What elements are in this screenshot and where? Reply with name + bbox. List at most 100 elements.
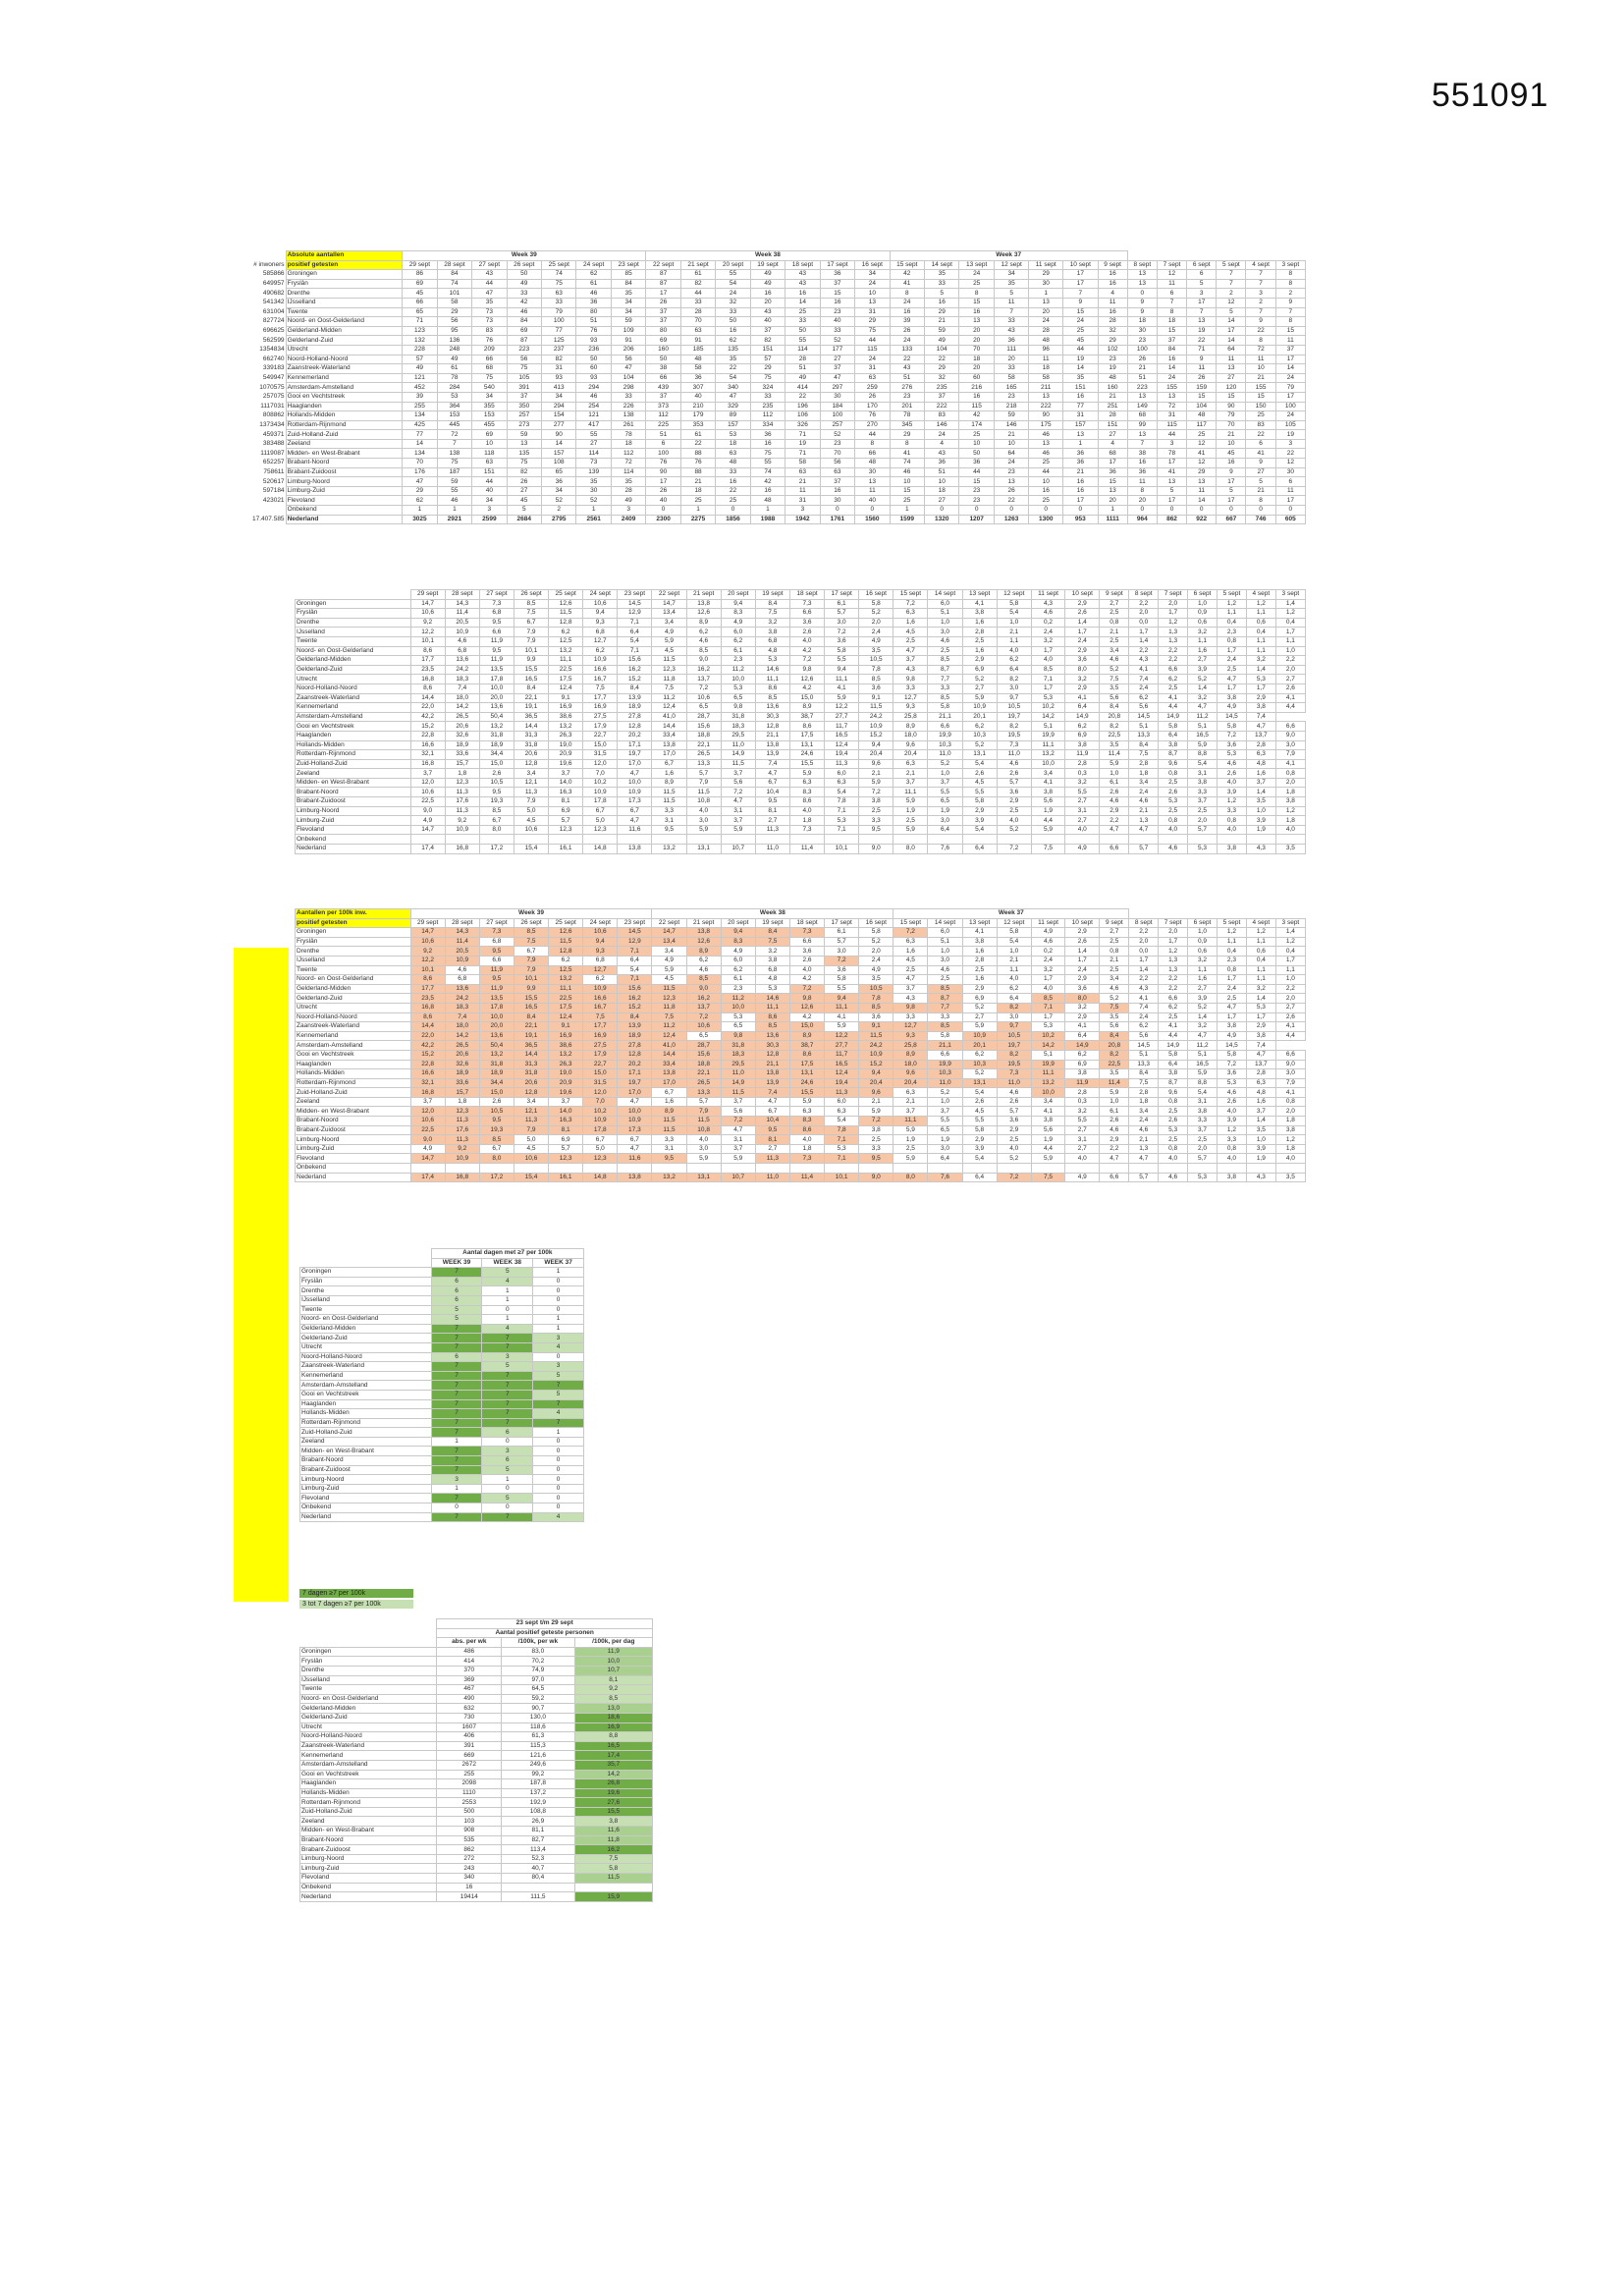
rate-cell: 9,5 [478,1116,514,1126]
count-cell: 59 [923,325,960,337]
day-header: 21 sept [685,917,722,929]
table-row: Flevoland 14,7 10,9 8,0 10,6 12,3 12,3 11,6 9,5 5… [295,824,1307,836]
day-header: 28 sept [444,589,480,600]
rate-cell: 19,6 [548,758,584,770]
region-name: Zeeland [295,1096,411,1108]
rate-cell: 4,7 [1187,702,1218,713]
rate-cell: 12,4 [651,1030,687,1042]
count-cell: 7 [1156,297,1188,308]
count-cell: 22 [993,495,1030,507]
count-cell: 15 [889,485,926,497]
rate-cell: 9,0 [1274,1059,1307,1070]
rate-per-100k-table-highlighted: Aantallen per 100k inw. Week 39 Week 38 Wee… [295,908,1307,1183]
rate-cell: 8,4 [754,927,790,938]
rate-cell [685,834,722,846]
rate-cell: 13,4 [651,608,687,619]
count-cell: 298 [610,382,647,393]
count-cell: 47 [819,372,856,384]
count-cell: 46 [575,391,612,403]
rate-cell: 9,4 [824,993,860,1004]
rate-cell: 5,9 [858,1106,894,1118]
rate-cell: 13,8 [617,1172,653,1183]
rate-cell: 2,7 [961,1011,998,1023]
day-header: 5 sept [1216,589,1247,600]
rate-cell: 1,9 [927,805,963,817]
rate-cell: 3,3 [1187,1116,1218,1126]
rate-cell: 13,8 [685,598,722,610]
rate-cell: 3,0 [927,627,963,637]
rate-cell: 6,4 [1064,702,1101,713]
region-name: Gelderland-Midden [295,655,411,666]
rate-cell: 7,2 [788,983,826,995]
count-cell: 391 [506,382,543,393]
rate-cell: 16,7 [582,1002,619,1013]
rate-cell: 2,0 [1274,1106,1307,1118]
corner-empty [300,1258,432,1268]
region-name: Hollands-Midden [285,410,404,421]
count-cell: 10 [923,476,960,487]
rate-cell: 1,6 [893,946,929,957]
count-cell: 55 [575,429,612,440]
days-cell: 7 [430,1417,483,1429]
count-cell: 27 [1216,372,1247,384]
population-cell: 459371 [262,430,285,438]
rate-cell: 3,8 [961,608,998,619]
rate-cell: 9,5 [858,1153,894,1165]
rate-cell: 5,7 [824,608,860,619]
rate-cell: 14,6 [754,664,790,676]
rate-cell: 2,0 [858,617,894,629]
rate-cell: 2,1 [858,768,894,779]
table-row: Midden- en West-Brabant 12,0 12,3 10,5 12,1 1… [295,777,1307,789]
count-cell: 417 [575,419,612,431]
days-cell: 0 [532,1436,584,1448]
rate-cell: 8,2 [1099,721,1130,732]
region-name: Gelderland-Zuid [298,1712,438,1723]
population-cell: 257075 [262,393,285,401]
count-cell: 58 [679,363,717,374]
count-cell: 25 [1245,410,1276,421]
count-cell: 15 [1245,391,1276,403]
rate-cell: 22,5 [548,664,584,676]
rate-cell: 1,4 [1187,683,1218,694]
rate-cell: 5,3 [1187,844,1218,854]
count-cell: 138 [610,410,647,421]
count-cell: 326 [785,419,821,431]
rate-cell: 5,4 [1187,1087,1218,1098]
rate-cell: 8,5 [858,1002,894,1013]
rate-cell: 5,8 [996,927,1032,938]
rate-cell: 7,5 [754,608,790,619]
rate-cell: 3,5 [1274,844,1307,854]
count-cell: 2300 [645,514,681,525]
rate-cell: 1,0 [1274,645,1307,657]
rate-cell: 19,7 [617,1077,653,1089]
count-cell: 13 [1126,269,1158,280]
count-cell: 12 [1186,458,1218,468]
rate-cell: 1,0 [996,946,1032,957]
days-cell: 3 [430,1474,483,1485]
count-cell: 16 [819,297,856,308]
rate-cell: 29,5 [720,1059,756,1070]
rate-per-100k-table-plain: 29 sept 28 sept 27 sept 26 sept 25 sept 24 se… [295,589,1307,854]
count-cell: 10 [1245,363,1276,374]
week-header: WEEK 39 [430,1257,483,1269]
table-row: Limburg-Noord 272 52,3 7,5 [298,1853,654,1865]
rate-cell: 9,7 [996,692,1032,704]
rate-cell: 3,8 [961,936,998,948]
days-cell: 3 [532,1361,584,1372]
days-cell: 7 [532,1380,584,1391]
table-row: Nederland 7 7 4 [299,1511,584,1523]
count-cell: 329 [715,401,751,412]
count-cell: 17 [645,288,681,299]
rate-cell: 5,8 [1158,721,1189,732]
rate-cell: 18,3 [444,1002,480,1013]
rate-cell: 2,1 [1099,627,1130,637]
count-cell: 21 [1097,391,1128,403]
summary-cell: 11,6 [573,1826,654,1836]
document-number: 551091 [1432,77,1549,114]
rate-cell: 3,2 [1187,1021,1218,1032]
rate-cell [961,1163,998,1174]
population-cell: 490682 [262,289,285,297]
rate-cell: 3,3 [893,1011,929,1023]
rate-cell: 5,2 [858,608,894,619]
count-cell: 51 [923,466,960,478]
